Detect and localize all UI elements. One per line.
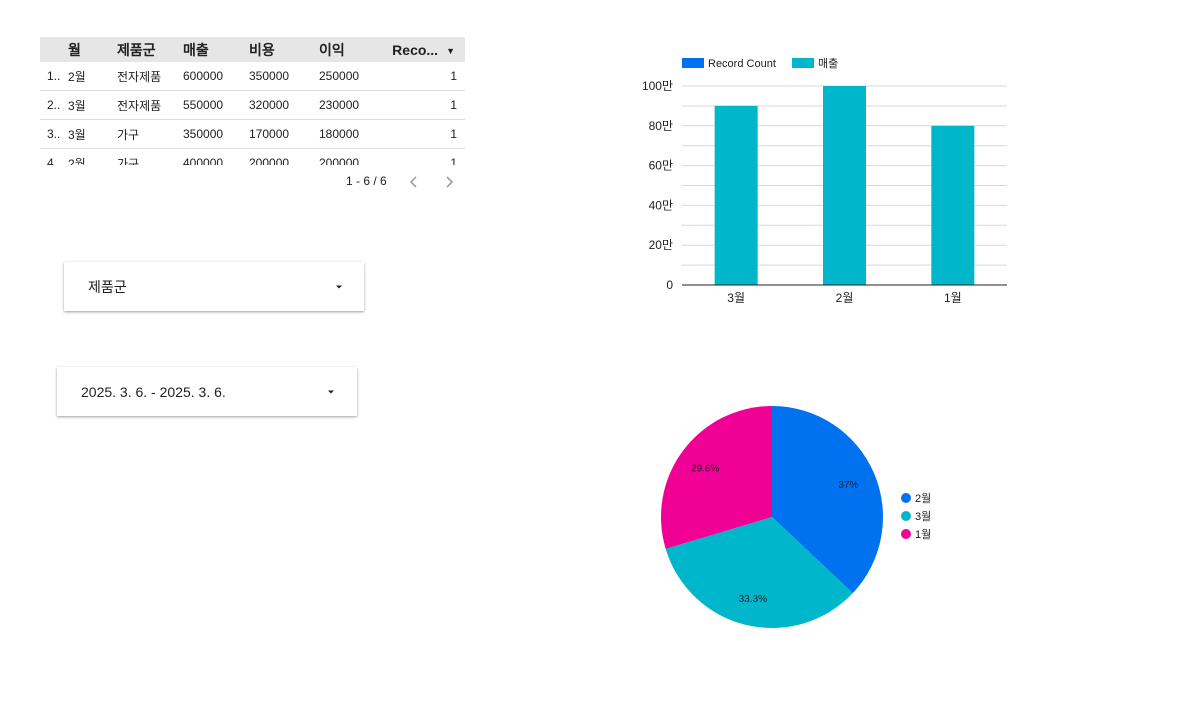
table-cell: 200000 [319, 148, 391, 165]
column-header-month[interactable]: 월 [68, 37, 117, 62]
column-header-product-group[interactable]: 제품군 [117, 37, 183, 62]
pie-slice-label: 33.3% [739, 594, 767, 605]
table-cell: 350000 [183, 119, 249, 149]
table-cell: 1.. [40, 62, 68, 91]
y-tick-label: 80만 [649, 119, 673, 133]
table-cell: 1 [391, 119, 465, 149]
table-cell: 320000 [249, 90, 319, 120]
data-table: 월 제품군 매출 비용 이익 Reco... ▼ 1.. 2월 전자제품 600000 3… [40, 37, 465, 188]
table-cell: 2.. [40, 90, 68, 120]
column-header-record-count[interactable]: Reco... ▼ [391, 37, 465, 62]
legend-label: 3월 [915, 510, 931, 523]
column-header-sales[interactable]: 매출 [183, 37, 249, 62]
table-cell: 가구 [117, 148, 183, 165]
table-cell: 3.. [40, 119, 68, 149]
table-cell: 4 [40, 148, 68, 165]
column-header-label: 비용 [249, 41, 275, 58]
product-group-filter-label: 제품군 [88, 278, 127, 295]
table-row[interactable]: 4 2월 가구 400000 200000 200000 1 [40, 148, 465, 165]
table-cell: 350000 [249, 62, 319, 91]
pie-chart: 37% 33.3% 29.6% 2월 3월 1월 [661, 406, 931, 628]
table-cell: 전자제품 [117, 90, 183, 120]
legend-swatch [682, 58, 704, 68]
x-tick-label: 1월 [944, 291, 962, 305]
chevron-left-icon[interactable] [405, 173, 423, 191]
table-cell: 230000 [319, 90, 391, 120]
column-header-label: 매출 [183, 41, 209, 58]
legend-swatch [901, 493, 911, 503]
column-header-label: 제품군 [117, 41, 156, 58]
pie-slice [665, 517, 853, 628]
date-range-filter-label: 2025. 3. 6. - 2025. 3. 6. [81, 383, 226, 400]
table-cell: 250000 [319, 62, 391, 91]
date-range-filter[interactable]: 2025. 3. 6. - 2025. 3. 6. [57, 367, 357, 416]
bar-chart: Record Count 매출 0 20만 40만 60만 80만 100만 3월 2월 1월 [642, 57, 1007, 305]
table-cell: 3월 [68, 119, 117, 149]
bar [931, 125, 975, 285]
table-cell: 1 [391, 148, 465, 165]
table-cell: 가구 [117, 119, 183, 149]
table-cell: 전자제품 [117, 62, 183, 91]
legend-swatch [901, 511, 911, 521]
pie-slice [772, 406, 883, 594]
column-header-cost[interactable]: 비용 [249, 37, 319, 62]
y-tick-label: 100만 [642, 79, 673, 93]
table-cell: 1 [391, 62, 465, 91]
caret-down-icon [336, 285, 342, 288]
y-tick-label: 40만 [649, 198, 673, 212]
pagination: 1 - 6 / 6 [40, 173, 465, 191]
x-tick-label: 2월 [836, 291, 854, 305]
column-header-index [40, 37, 68, 62]
column-header-profit[interactable]: 이익 [319, 37, 391, 62]
table-cell: 200000 [249, 148, 319, 165]
table-cell: 600000 [183, 62, 249, 91]
legend-swatch [792, 58, 814, 68]
table-header-row: 월 제품군 매출 비용 이익 Reco... ▼ [40, 37, 465, 62]
legend-label: 매출 [818, 57, 838, 70]
column-header-label: 이익 [319, 41, 345, 58]
pagination-label: 1 - 6 / 6 [346, 174, 387, 188]
y-tick-label: 20만 [649, 238, 673, 252]
x-tick-label: 3월 [727, 291, 745, 305]
table-cell: 180000 [319, 119, 391, 149]
legend-label: Record Count [708, 58, 776, 70]
chevron-right-icon[interactable] [440, 173, 458, 191]
table-cell: 550000 [183, 90, 249, 120]
table-cell: 2월 [68, 148, 117, 165]
table-row[interactable]: 1.. 2월 전자제품 600000 350000 250000 1 [40, 62, 465, 91]
column-header-label: 월 [68, 41, 81, 58]
legend-label: 2월 [915, 492, 931, 505]
product-group-filter[interactable]: 제품군 [64, 262, 364, 311]
pie-slice-label: 37% [838, 480, 858, 491]
table-cell: 2월 [68, 62, 117, 91]
bar [823, 86, 866, 285]
pie-slice-label: 29.6% [691, 463, 719, 474]
column-header-label: Reco... [392, 41, 439, 58]
table-cell: 170000 [249, 119, 319, 149]
pie-slice [661, 406, 772, 549]
table-row[interactable]: 3.. 3월 가구 350000 170000 180000 1 [40, 119, 465, 149]
caret-down-icon [328, 390, 334, 393]
legend-label: 1월 [915, 528, 931, 541]
legend-swatch [901, 529, 911, 539]
bar [714, 105, 758, 286]
y-tick-label: 60만 [649, 159, 673, 173]
table-cell: 3월 [68, 90, 117, 120]
table-scroll-area[interactable]: 월 제품군 매출 비용 이익 Reco... ▼ 1.. 2월 전자제품 600000 3… [40, 37, 465, 165]
table-cell: 1 [391, 90, 465, 120]
caret-down-icon[interactable]: ▼ [446, 45, 455, 56]
table-cell: 400000 [183, 148, 249, 165]
table-row[interactable]: 2.. 3월 전자제품 550000 320000 230000 1 [40, 90, 465, 120]
y-tick-label: 0 [666, 278, 673, 292]
